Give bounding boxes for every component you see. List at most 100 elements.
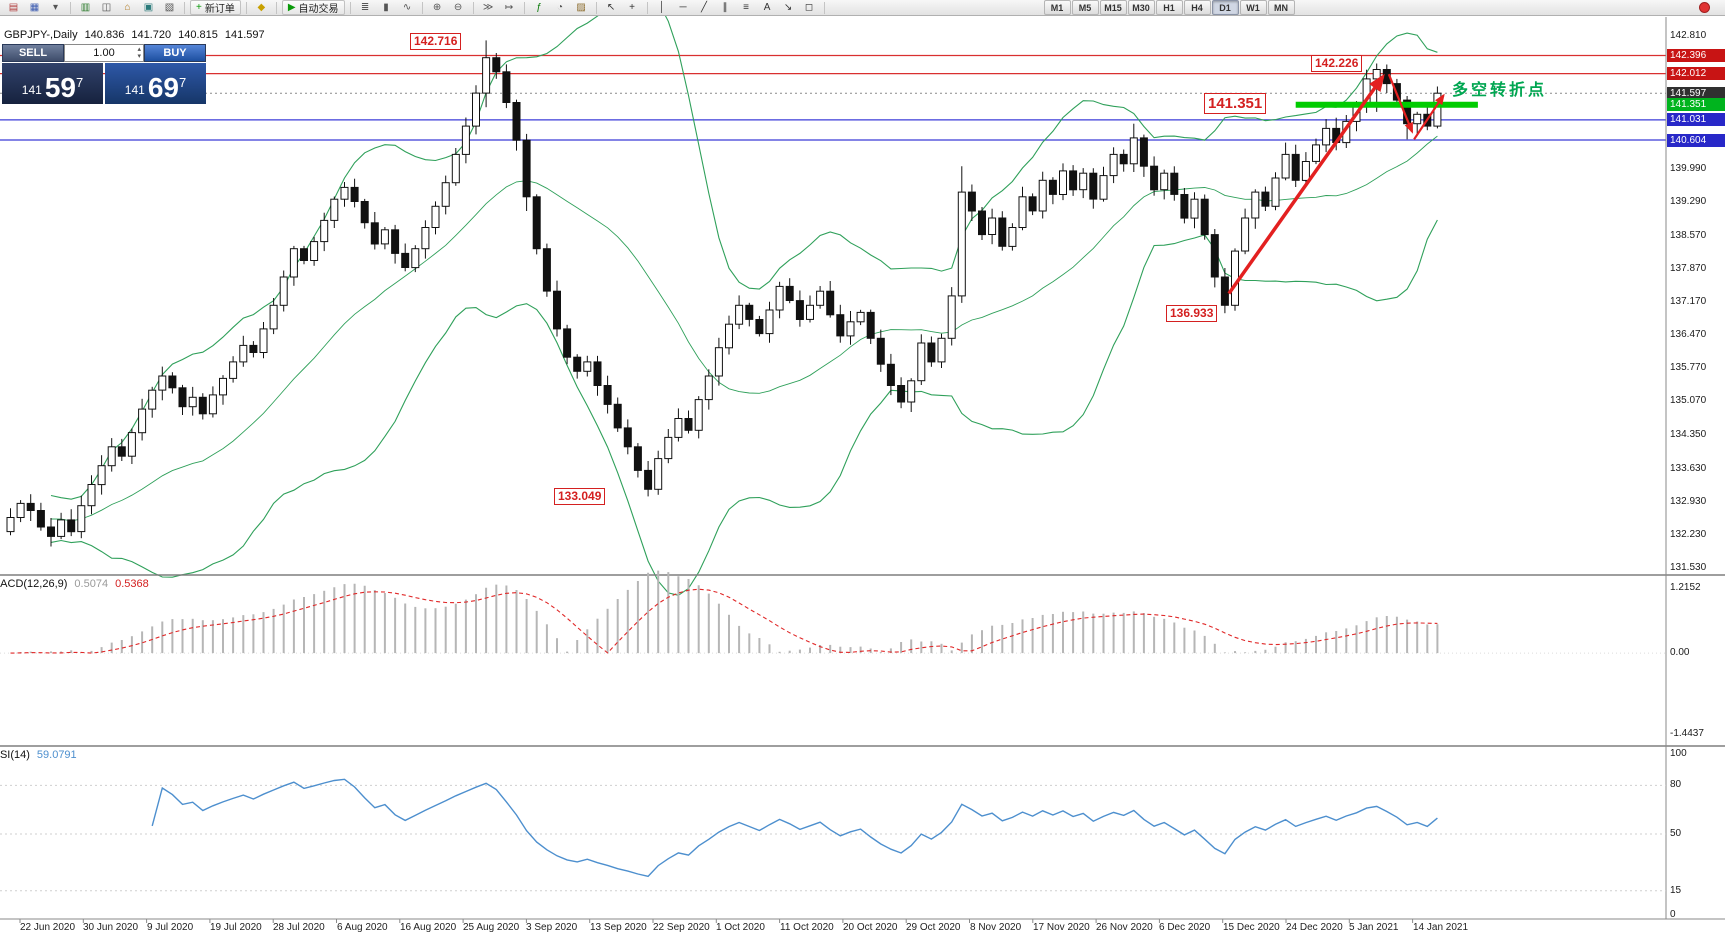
chart-profiles-button[interactable]: ▦ [25, 0, 44, 15]
zoom-out-button[interactable]: ⊖ [449, 0, 468, 15]
crosshair-icon: + [629, 1, 635, 13]
bar-chart-mode-icon: ≣ [360, 1, 370, 13]
candlestick-mode-button[interactable]: ▮ [377, 0, 396, 15]
price-scale-tick: 138.570 [1670, 230, 1707, 241]
sell-price-box[interactable]: 141 59 7 [2, 63, 103, 104]
price-scale-tick: 137.170 [1670, 296, 1707, 307]
time-scale-label: 6 Aug 2020 [337, 922, 388, 933]
volume-field[interactable]: 1.00 ▴ ▾ [64, 44, 144, 62]
line-chart-mode-button[interactable]: ∿ [398, 0, 417, 15]
toolbar-separator [421, 1, 423, 14]
autotrading-button[interactable]: ▶ 自动交易 [281, 0, 345, 15]
auto-scroll-icon: ≫ [482, 1, 494, 13]
equidistant-channel-button[interactable]: ∥ [716, 0, 735, 15]
notification-icon[interactable] [1699, 2, 1710, 13]
navigator-icon: ⌂ [124, 1, 131, 13]
volume-down-icon[interactable]: ▾ [137, 53, 141, 60]
data-window-button[interactable]: ◫ [97, 0, 116, 15]
arrows-tool-button[interactable]: ↘ [779, 0, 798, 15]
rsi-scale-label: 80 [1670, 779, 1682, 790]
time-scale-label: 6 Dec 2020 [1159, 922, 1211, 933]
chart-shift-button[interactable]: ↦ [500, 0, 519, 15]
indicators-button[interactable]: ƒ [530, 0, 549, 15]
timeframe-h1[interactable]: H1 [1155, 0, 1183, 15]
new-chart-button[interactable]: ▤ [4, 0, 23, 15]
price-scale-tick: 135.770 [1670, 362, 1707, 373]
text-tool-button[interactable]: A [758, 0, 777, 15]
market-watch-button[interactable]: ▥ [76, 0, 95, 15]
market-watch-icon: ▥ [80, 1, 91, 13]
volume-value: 1.00 [93, 47, 115, 59]
metaeditor-icon: ◆ [257, 1, 266, 13]
timeframe-m15[interactable]: M15 [1099, 0, 1127, 15]
auto-scroll-button[interactable]: ≫ [479, 0, 498, 15]
vertical-line-button[interactable]: │ [653, 0, 672, 15]
volume-spinner[interactable]: ▴ ▾ [137, 46, 141, 60]
timeframe-d1[interactable]: D1 [1211, 0, 1239, 15]
templates-icon: ▨ [576, 1, 586, 13]
metaeditor-button[interactable]: ◆ [252, 0, 271, 15]
horizontal-line-icon: ─ [679, 1, 687, 13]
price-annotation-label[interactable]: 142.716 [410, 33, 462, 50]
macd-signal-value: 0.5368 [115, 578, 149, 590]
price-marker-black: 141.597 [1667, 87, 1725, 100]
macd-scale-label: -1.4437 [1670, 728, 1704, 739]
toolbar-separator [70, 1, 71, 14]
price-annotation-label[interactable]: 136.933 [1166, 305, 1218, 322]
chart-symbol-ohlc: GBPJPY-,Daily 140.836 141.720 140.815 141.59… [4, 29, 272, 41]
timeframe-mn[interactable]: MN [1267, 0, 1295, 15]
strategy-tester-button[interactable]: ▧ [160, 0, 179, 15]
autotrading-label: 自动交易 [298, 4, 339, 15]
price-scale-tick: 132.230 [1670, 529, 1707, 540]
time-scale-label: 25 Aug 2020 [463, 922, 520, 933]
timeframe-m30[interactable]: M30 [1127, 0, 1155, 15]
time-scale-label: 1 Oct 2020 [716, 922, 765, 933]
new-order-button[interactable]: + 新订单 [190, 0, 241, 15]
time-scale-label: 24 Dec 2020 [1286, 922, 1343, 933]
data-window-icon: ◫ [101, 1, 112, 13]
price-annotation-label[interactable]: 133.049 [554, 488, 606, 505]
crosshair-button[interactable]: + [623, 0, 642, 15]
symbol-period-label: GBPJPY-,Daily [4, 29, 78, 41]
time-scale-label: 16 Aug 2020 [400, 922, 457, 933]
zoom-in-button[interactable]: ⊕ [428, 0, 447, 15]
rsi-scale-label: 50 [1670, 828, 1682, 839]
time-scale-label: 29 Oct 2020 [906, 922, 961, 933]
zoom-in-icon: ⊕ [432, 1, 442, 13]
bar-chart-mode-button[interactable]: ≣ [356, 0, 375, 15]
price-annotation-label[interactable]: 141.351 [1204, 93, 1267, 114]
timeframe-w1[interactable]: W1 [1239, 0, 1267, 15]
time-scale-label: 28 Jul 2020 [273, 922, 325, 933]
periods-button[interactable]: ◔ [551, 0, 570, 15]
timeframe-m5[interactable]: M5 [1071, 0, 1099, 15]
profiles-chevron-button[interactable]: ▾ [46, 0, 65, 15]
turning-point-annotation[interactable]: 多空转折点 [1452, 82, 1548, 99]
shapes-tool-button[interactable]: ◻ [800, 0, 819, 15]
templates-button[interactable]: ▨ [572, 0, 591, 15]
toolbar-separator [523, 1, 525, 14]
price-annotation-label[interactable]: 142.226 [1311, 55, 1363, 72]
fibonacci-button[interactable]: ≡ [737, 0, 756, 15]
time-scale-label: 13 Sep 2020 [590, 922, 647, 933]
trendline-button[interactable]: ╱ [695, 0, 714, 15]
timeframe-m1[interactable]: M1 [1043, 0, 1071, 15]
sell-price-sup: 7 [75, 75, 84, 90]
buy-button[interactable]: BUY [144, 44, 206, 62]
volume-up-icon[interactable]: ▴ [137, 46, 141, 53]
price-scale-tick: 133.630 [1670, 463, 1707, 474]
time-scale-label: 15 Dec 2020 [1223, 922, 1280, 933]
ohlc-open: 140.836 [84, 29, 125, 41]
buy-price-sup: 7 [178, 75, 187, 90]
sell-button[interactable]: SELL [2, 44, 64, 62]
terminal-button[interactable]: ▣ [139, 0, 158, 15]
horizontal-line-button[interactable]: ─ [674, 0, 693, 15]
cursor-button[interactable]: ↖ [602, 0, 621, 15]
sell-price-big: 59 [44, 72, 76, 103]
navigator-button[interactable]: ⌂ [118, 0, 137, 15]
time-scale-label: 20 Oct 2020 [843, 922, 898, 933]
profiles-chevron-icon: ▾ [52, 1, 59, 13]
buy-price-box[interactable]: 141 69 7 [105, 63, 206, 104]
text-tool-icon: A [763, 1, 771, 13]
timeframe-h4[interactable]: H4 [1183, 0, 1211, 15]
